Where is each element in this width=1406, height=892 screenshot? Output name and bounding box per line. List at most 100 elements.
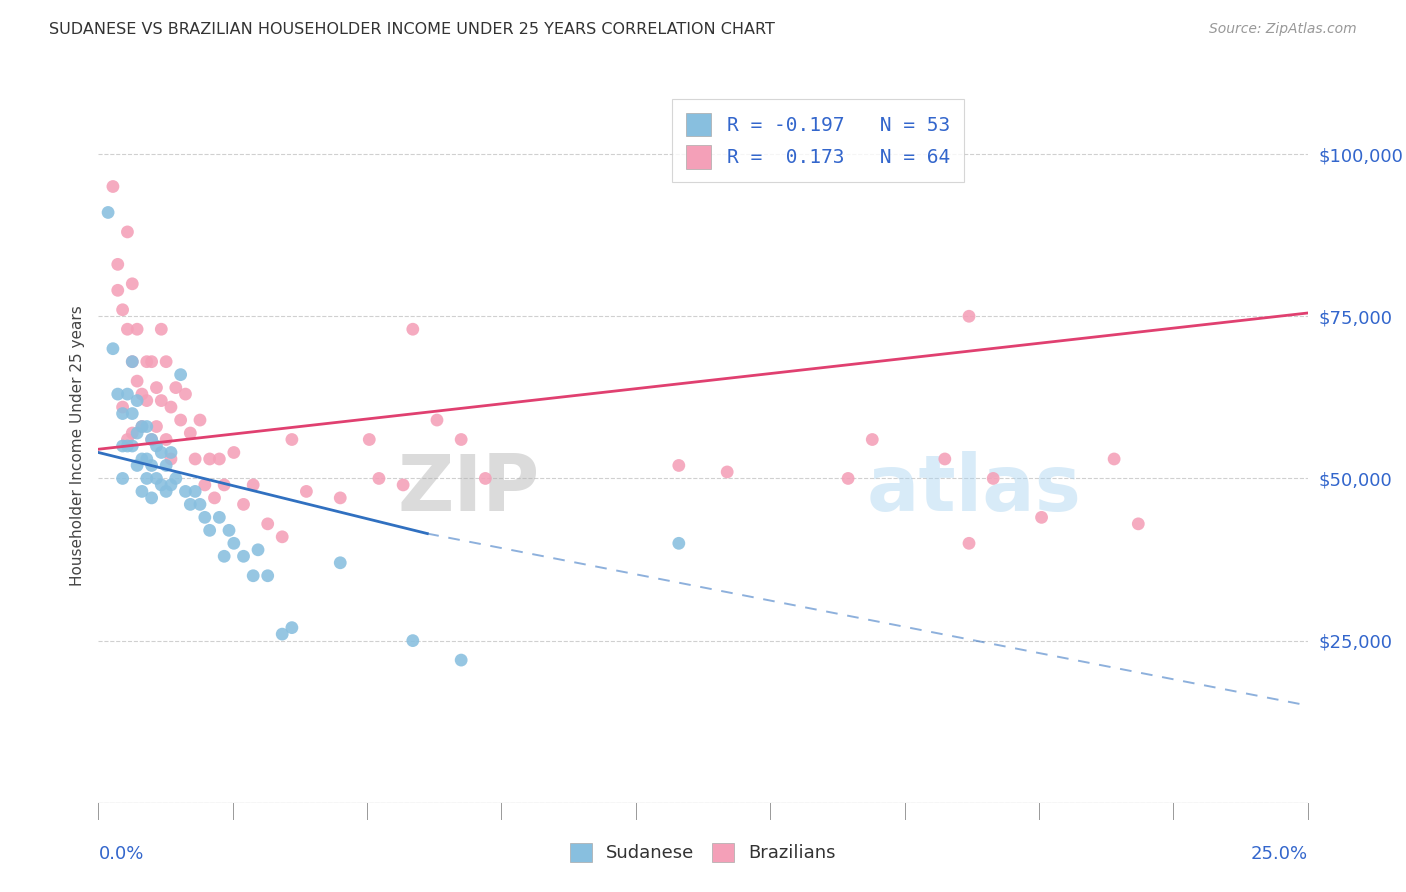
Point [165,471,187,485]
Point [212,478,235,492]
Point [981,471,1004,485]
Point [1102,452,1125,467]
Point [450,433,472,447]
Point [131,419,153,434]
Point [169,413,191,427]
Point [121,277,143,291]
Text: ZIP: ZIP [398,450,540,527]
Point [127,425,149,440]
Point [127,458,149,473]
Point [957,536,980,550]
Y-axis label: Householder Income Under 25 years: Householder Income Under 25 years [69,306,84,586]
Point [179,497,201,511]
Point [208,510,231,524]
Point [208,452,231,467]
Point [111,471,134,485]
Point [179,425,201,440]
Point [271,530,294,544]
Point [127,393,149,408]
Point [934,452,956,467]
Point [184,452,207,467]
Point [232,549,254,564]
Point [150,478,173,492]
Point [135,419,157,434]
Point [117,439,139,453]
Point [145,419,167,434]
Point [135,354,157,368]
Point [295,484,318,499]
Point [256,516,278,531]
Point [716,465,738,479]
Point [242,568,264,582]
Point [155,354,177,368]
Point [150,445,173,459]
Point [131,484,153,499]
Point [101,342,124,356]
Point [155,484,177,499]
Point [117,387,139,401]
Point [97,205,120,219]
Point [329,491,352,505]
Text: SUDANESE VS BRAZILIAN HOUSEHOLDER INCOME UNDER 25 YEARS CORRELATION CHART: SUDANESE VS BRAZILIAN HOUSEHOLDER INCOME… [49,22,775,37]
Text: 0.0%: 0.0% [98,845,143,863]
Point [121,425,143,440]
Point [668,536,690,550]
Point [368,471,391,485]
Point [111,400,134,414]
Point [145,471,167,485]
Point [150,322,173,336]
Point [121,354,143,368]
Point [194,478,217,492]
Point [188,413,211,427]
Point [450,653,472,667]
Point [222,445,245,459]
Point [160,452,183,467]
Point [204,491,226,505]
Point [160,445,183,459]
Point [169,368,191,382]
Point [141,433,163,447]
Point [957,310,980,324]
Point [392,478,415,492]
Point [837,471,859,485]
Point [117,322,139,336]
Point [212,549,235,564]
Text: 25.0%: 25.0% [1250,845,1308,863]
Point [107,387,129,401]
Point [668,458,690,473]
Point [242,478,264,492]
Text: atlas: atlas [866,450,1081,527]
Point [402,633,425,648]
Legend: R = -0.197   N = 53, R =  0.173   N = 64: R = -0.197 N = 53, R = 0.173 N = 64 [672,99,963,182]
Point [426,413,449,427]
Point [145,381,167,395]
Point [402,322,425,336]
Point [165,381,187,395]
Point [155,433,177,447]
Point [184,484,207,499]
Point [117,433,139,447]
Point [232,497,254,511]
Point [131,452,153,467]
Point [218,524,240,538]
Point [1128,516,1150,531]
Point [141,433,163,447]
Point [256,568,278,582]
Point [101,179,124,194]
Point [247,542,270,557]
Point [141,354,163,368]
Point [141,458,163,473]
Legend: Sudanese, Brazilians: Sudanese, Brazilians [562,836,844,870]
Point [198,524,221,538]
Point [359,433,381,447]
Point [150,393,173,408]
Point [135,452,157,467]
Point [194,510,217,524]
Point [174,484,197,499]
Point [160,400,183,414]
Point [121,354,143,368]
Point [121,439,143,453]
Text: Source: ZipAtlas.com: Source: ZipAtlas.com [1209,22,1357,37]
Point [117,225,139,239]
Point [281,433,304,447]
